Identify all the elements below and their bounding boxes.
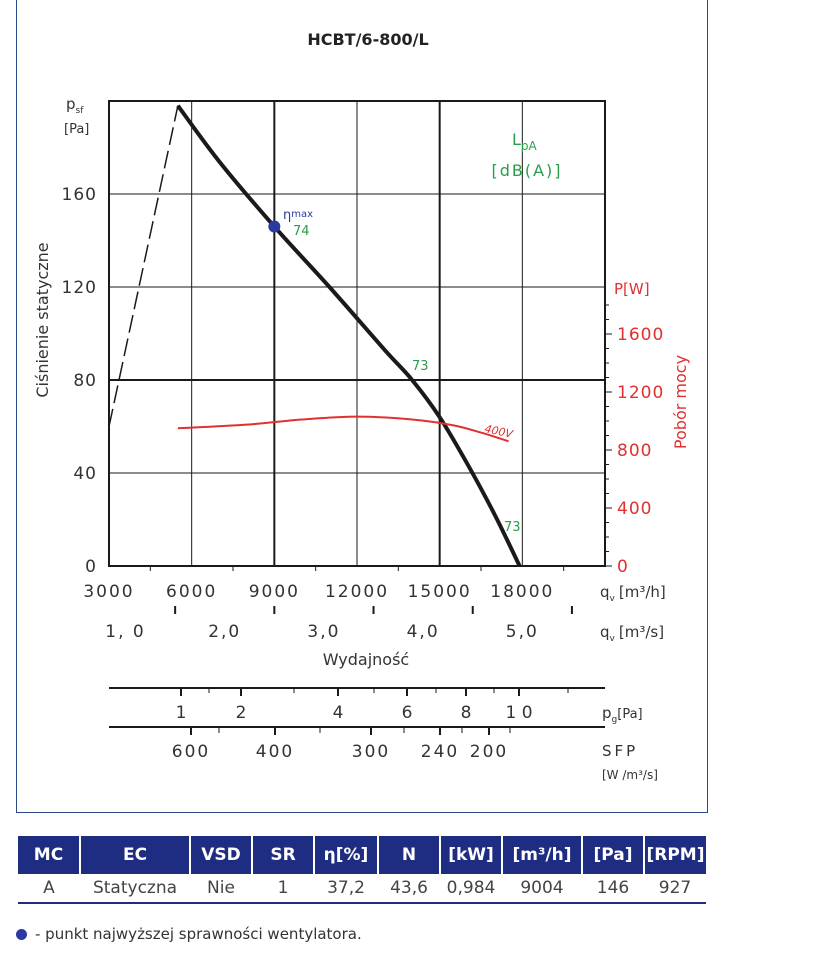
pg-tick-label: 8 (461, 703, 472, 723)
x-tick-label-m3h: 18000 (490, 582, 554, 602)
x-axis-label: Wydajność (323, 650, 409, 669)
y-axis-symbol: psf (66, 95, 84, 116)
pg-tick-label: 6 (402, 703, 413, 723)
y-axis-ticks: 0 40 80 120 160 (62, 185, 97, 577)
legend-note-text: - punkt najwyższej sprawności wentylator… (35, 925, 362, 943)
header-ec: EC (80, 836, 191, 874)
header-n: N (378, 836, 441, 874)
x-axis-m3h-label: qv [m³/h] (600, 583, 666, 604)
x-axis-m3h-ticks: 3000 6000 9000 12000 15000 18000 (83, 566, 565, 602)
cell-n: 43,6 (378, 874, 440, 904)
power-axis-unit: P[W] (614, 280, 650, 298)
eta-max-label: ηmax (283, 208, 313, 223)
chart-title: HCBT/6-800/L (307, 30, 428, 49)
header-sr: SR (252, 836, 315, 874)
x-tick-label-m3s: 5,0 (506, 622, 539, 642)
pg-tick-label: 4 (333, 703, 344, 723)
pg-tick-label: 1 0 (505, 703, 532, 723)
sfp-tick-label: 240 (421, 742, 459, 762)
y-tick-label: 160 (62, 185, 97, 205)
cell-ec: Statyczna (80, 874, 190, 904)
power-axis-label: Pobór mocy (671, 355, 690, 449)
grid (108, 100, 606, 567)
table-header-row: MC EC VSD SR η[%] N [kW] [m³/h] [Pa] [RP… (18, 836, 706, 874)
y-tick-label: 80 (73, 371, 97, 391)
header-rpm: [RPM] (644, 836, 706, 874)
y-axis-unit: [Pa] (64, 122, 89, 137)
sfp-axis: 600 400 300 240 200 (109, 726, 605, 762)
power-curve-400v (177, 415, 509, 443)
sfp-axis-unit: [W /m³/s] (602, 768, 658, 782)
y-axis-label: Ciśnienie statyczne (33, 242, 52, 397)
eta-max-sound-value: 74 (293, 224, 310, 239)
y-tick-label: 120 (62, 278, 97, 298)
cell-sr: 1 (252, 874, 314, 904)
sound-annotation-1: 73 (412, 359, 429, 374)
header-mc: MC (18, 836, 81, 874)
x-tick-label-m3h: 9000 (249, 582, 300, 602)
cell-eta: 37,2 (314, 874, 378, 904)
sfp-tick-label: 200 (470, 742, 508, 762)
power-series-label: 400V (483, 422, 515, 441)
x-tick-label-m3h: 12000 (325, 582, 389, 602)
header-eta: η[%] (314, 836, 379, 874)
y-tick-label: 0 (85, 557, 97, 577)
sfp-axis-label: SFP (602, 742, 638, 760)
header-m3h: [m³/h] (502, 836, 583, 874)
y-tick-label: 40 (73, 464, 97, 484)
power-tick-label: 1200 (617, 383, 664, 403)
sound-unit: [dB(A)] (491, 161, 562, 180)
sound-annotation-2: 73 (504, 520, 521, 535)
cell-vsd: Nie (190, 874, 252, 904)
x-tick-label-m3h: 15000 (408, 582, 472, 602)
table-row: A Statyczna Nie 1 37,2 43,6 0,984 9004 1… (18, 874, 706, 904)
x-tick-label-m3s: 1, 0 (105, 622, 145, 642)
pg-axis-label: pg[Pa] (602, 704, 643, 725)
header-vsd: VSD (190, 836, 253, 874)
power-tick-label: 400 (617, 499, 652, 519)
sfp-tick-label: 400 (256, 742, 294, 762)
power-axis-ticks: 0 400 800 1200 1600 (605, 304, 664, 577)
sfp-tick-label: 300 (352, 742, 390, 762)
sfp-tick-label: 600 (172, 742, 210, 762)
eta-point-legend-dot (16, 928, 27, 940)
pg-tick-label: 1 (176, 703, 187, 723)
x-tick-label-m3h: 6000 (166, 582, 217, 602)
sound-label: LpA (512, 130, 538, 153)
chart-frame (16, 0, 708, 813)
pg-axis: 1 2 4 6 8 1 0 (109, 687, 605, 723)
cell-kw: 0,984 (440, 874, 502, 904)
x-axis-m3s-ticks: 1, 0 2,0 3,0 4,0 5,0 (105, 606, 573, 642)
cell-pa: 146 (582, 874, 644, 904)
spec-table: MC EC VSD SR η[%] N [kW] [m³/h] [Pa] [RP… (18, 836, 706, 904)
x-tick-label-m3h: 3000 (83, 582, 134, 602)
pressure-curve (176, 104, 522, 567)
power-tick-label: 0 (617, 557, 629, 577)
legend-note: - punkt najwyższej sprawności wentylator… (16, 925, 362, 943)
x-axis-m3s-label: qv [m³/s] (600, 623, 664, 644)
pg-tick-label: 2 (236, 703, 247, 723)
cell-rpm: 927 (644, 874, 706, 904)
cell-m3h: 9004 (502, 874, 582, 904)
header-kw: [kW] (440, 836, 503, 874)
header-pa: [Pa] (582, 836, 645, 874)
power-tick-label: 800 (617, 441, 652, 461)
x-tick-label-m3s: 3,0 (307, 622, 340, 642)
stall-dashed-line (108, 105, 179, 427)
power-tick-label: 1600 (617, 325, 664, 345)
x-tick-label-m3s: 4,0 (407, 622, 440, 642)
eta-max-point (268, 220, 281, 233)
x-tick-label-m3s: 2,0 (208, 622, 241, 642)
cell-mc: A (18, 874, 80, 904)
